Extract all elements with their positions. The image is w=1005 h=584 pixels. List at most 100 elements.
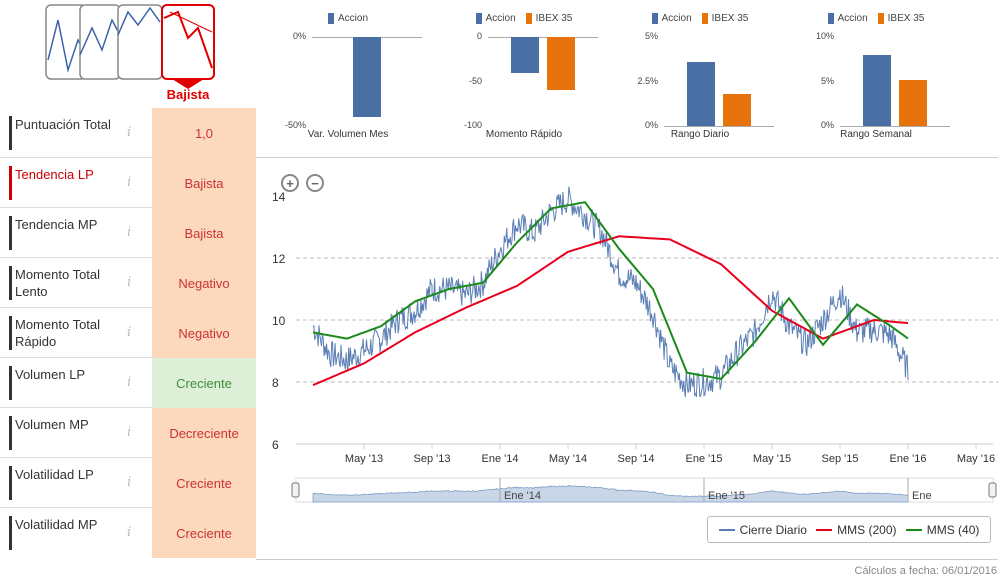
indicator-label: Puntuación Total bbox=[15, 117, 111, 132]
legend-label: MMS (200) bbox=[837, 522, 897, 537]
navigator-label: Ene '15 bbox=[708, 490, 745, 502]
legend-label: IBEX 35 bbox=[887, 13, 925, 24]
mini-chart-tick: 5% bbox=[644, 31, 658, 41]
x-tick-label: Sep '13 bbox=[414, 453, 451, 465]
mini-chart-tick: -50% bbox=[284, 120, 306, 130]
navigator-label: Ene bbox=[912, 490, 932, 502]
mini-chart-axis bbox=[664, 126, 774, 127]
info-icon[interactable]: i bbox=[127, 275, 132, 290]
indicator-value: Bajista bbox=[152, 158, 256, 208]
indicator-label: Volumen MP bbox=[15, 417, 89, 432]
legend-item[interactable]: Cierre Diario bbox=[718, 523, 807, 537]
legend-swatch bbox=[475, 13, 482, 24]
mini-chart-legend: Accion IBEX 35 bbox=[796, 13, 956, 24]
navigator-label: Ene '14 bbox=[504, 490, 541, 502]
indicator-marker bbox=[9, 316, 12, 350]
legend-swatch bbox=[327, 13, 334, 24]
y-tick-label: 14 bbox=[272, 190, 286, 204]
x-tick-label: Sep '14 bbox=[618, 453, 655, 465]
info-icon[interactable]: i bbox=[127, 175, 132, 190]
divider bbox=[256, 559, 998, 560]
divider bbox=[256, 157, 998, 158]
info-icon[interactable]: i bbox=[127, 325, 132, 340]
indicator-row: Puntuación Total i 1,0 bbox=[0, 108, 256, 158]
info-icon[interactable]: i bbox=[127, 375, 132, 390]
indicator-label: Volumen LP bbox=[15, 367, 86, 382]
trend-option-range[interactable] bbox=[117, 4, 163, 80]
mini-chart-tick: 10% bbox=[815, 31, 834, 41]
indicator-value: Creciente bbox=[152, 358, 256, 408]
indicator-value: Creciente bbox=[152, 458, 256, 508]
indicator-value: Negativo bbox=[152, 258, 256, 308]
navigator-handle-left[interactable] bbox=[291, 482, 300, 498]
indicator-value: Decreciente bbox=[152, 408, 256, 458]
bar-accion[interactable] bbox=[353, 37, 381, 118]
bar-accion[interactable] bbox=[511, 37, 539, 73]
mini-chart-title: Rango Diario bbox=[670, 129, 730, 140]
legend-swatch bbox=[651, 13, 658, 24]
y-tick-label: 6 bbox=[272, 438, 279, 452]
bar-ibex[interactable] bbox=[547, 37, 575, 91]
bar-accion[interactable] bbox=[687, 61, 715, 126]
trend-option-up[interactable] bbox=[79, 4, 121, 80]
info-icon[interactable]: i bbox=[127, 475, 132, 490]
series-mms-200[interactable] bbox=[312, 235, 909, 387]
x-tick-label: May '15 bbox=[753, 453, 791, 465]
indicator-marker bbox=[9, 366, 12, 400]
indicator-row: Momento Total Rápido i Negativo bbox=[0, 308, 256, 358]
mini-chart-legend: Accion IBEX 35 bbox=[620, 13, 780, 24]
price-chart[interactable]: 14 12 10 8 6 May '13 Sep '13 Ene '14 May '14 Sep … bbox=[258, 160, 998, 512]
bar-accion[interactable] bbox=[863, 54, 891, 126]
indicator-marker bbox=[9, 166, 12, 200]
trend-selected-label: Bajista bbox=[166, 87, 210, 102]
info-icon[interactable]: i bbox=[127, 425, 132, 440]
mini-chart: Accion IBEX 35 5% 2.5% 0% Rango Diario bbox=[620, 0, 780, 150]
mini-chart-legend: Accion IBEX 35 bbox=[444, 13, 604, 24]
indicator-value: Creciente bbox=[152, 508, 256, 558]
info-icon[interactable]: i bbox=[127, 125, 132, 140]
series-mms-40[interactable] bbox=[312, 201, 909, 380]
indicator-value: Negativo bbox=[152, 308, 256, 358]
bar-ibex[interactable] bbox=[899, 79, 927, 126]
trend-option-down-selected[interactable] bbox=[161, 4, 215, 89]
zoom-out-icon[interactable]: − bbox=[306, 174, 324, 192]
indicators-table: Puntuación Total i 1,0 Tendencia LP i Bajista… bbox=[0, 108, 256, 558]
navigator-handle-right[interactable] bbox=[988, 482, 997, 498]
legend-item[interactable]: MMS (200) bbox=[816, 522, 897, 537]
zoom-in-icon[interactable]: + bbox=[281, 174, 299, 192]
mini-chart-tick: 0% bbox=[644, 120, 658, 130]
indicator-label: Momento Total Lento bbox=[15, 267, 101, 299]
series-cierre-diario[interactable] bbox=[312, 186, 909, 398]
indicator-row: Volumen MP i Decreciente bbox=[0, 408, 256, 458]
legend-item[interactable]: MMS (40) bbox=[905, 522, 980, 537]
x-tick-label: May '16 bbox=[957, 453, 995, 465]
indicator-marker bbox=[9, 216, 12, 250]
indicator-row: Volatilidad LP i Creciente bbox=[0, 458, 256, 508]
x-tick-label: Ene '15 bbox=[686, 453, 723, 465]
legend-line bbox=[816, 528, 833, 531]
x-tick-label: Ene '16 bbox=[890, 453, 927, 465]
y-tick-label: 12 bbox=[272, 252, 286, 266]
legend-swatch bbox=[827, 13, 834, 24]
legend-item: IBEX 35 bbox=[701, 13, 748, 24]
legend-label: MMS (40) bbox=[926, 522, 980, 537]
x-tick-label: May '14 bbox=[549, 453, 587, 465]
legend-item: Accion bbox=[827, 13, 868, 24]
mini-chart: Accion IBEX 35 10% 5% 0% Rango Semanal bbox=[796, 0, 956, 150]
mini-chart-title: Var. Volumen Mes bbox=[307, 129, 389, 140]
indicator-marker bbox=[9, 466, 12, 500]
mini-chart-tick: 0 bbox=[476, 31, 482, 41]
indicator-label: Volatilidad MP bbox=[15, 517, 98, 532]
legend-item: IBEX 35 bbox=[877, 13, 925, 24]
indicator-value: 1,0 bbox=[152, 108, 256, 158]
indicator-row: Volumen LP i Creciente bbox=[0, 358, 256, 408]
info-icon[interactable]: i bbox=[127, 525, 132, 540]
indicator-label: Momento Total Rápido bbox=[15, 317, 101, 349]
legend-swatch bbox=[877, 13, 884, 24]
mini-chart-tick: 0% bbox=[292, 31, 306, 41]
info-icon[interactable]: i bbox=[127, 225, 132, 240]
mini-chart-tick: 5% bbox=[820, 75, 834, 86]
chart-legend: Cierre Diario MMS (200) MMS (40) bbox=[707, 516, 991, 543]
bar-ibex[interactable] bbox=[723, 93, 751, 126]
mini-chart-tick: -100 bbox=[463, 120, 482, 130]
